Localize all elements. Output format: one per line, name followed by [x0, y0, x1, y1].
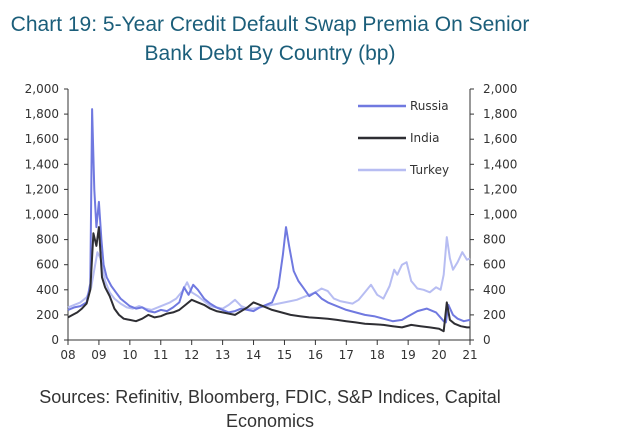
line-chart: 0 0 200 200 400 400 600 600 800 800 1,000 1,000 1,20… — [25, 82, 518, 362]
legend: Russia India Turkey — [358, 99, 449, 177]
chart-title-line1: Chart 19: 5-Year Credit Default Swap Pre… — [10, 13, 530, 36]
y-tick-label-left: 2,000 — [25, 82, 59, 96]
series-line-india — [67, 226, 470, 333]
y-tick-label-right: 2,000 — [483, 82, 517, 96]
y-tick-label-right: 1,000 — [483, 208, 517, 222]
y-tick-label-left: 1,000 — [25, 208, 59, 222]
legend-label-turkey: Turkey — [409, 163, 449, 177]
y-tick-label-left: 1,800 — [25, 107, 59, 121]
x-tick-label: 11 — [153, 348, 168, 362]
y-tick-label-left: 800 — [36, 233, 59, 247]
x-tick-label: 18 — [370, 348, 385, 362]
y-tick-label-left: 1,400 — [25, 157, 59, 171]
source-line1: Sources: Refinitiv, Bloomberg, FDIC, S&P… — [39, 387, 501, 407]
y-tick-label-right: 1,200 — [483, 182, 517, 196]
x-tick-label: 17 — [339, 348, 354, 362]
x-tick-label: 14 — [246, 348, 261, 362]
chart-title-line2: Bank Debt By Country (bp) — [144, 42, 396, 65]
x-tick-label: 12 — [184, 348, 199, 362]
series-line-turkey — [67, 236, 471, 311]
x-tick-label: 08 — [60, 348, 75, 362]
y-tick-label-right: 0 — [483, 333, 491, 347]
series-lines — [67, 108, 471, 333]
y-tick-label-right: 400 — [483, 283, 506, 297]
y-tick-label-left: 1,200 — [25, 182, 59, 196]
source-note: Sources: Refinitiv, Bloomberg, FDIC, S&P… — [0, 385, 540, 433]
y-tick-label-left: 600 — [36, 258, 59, 272]
x-tick-label: 20 — [431, 348, 446, 362]
y-tick-label-right: 200 — [483, 308, 506, 322]
legend-label-russia: Russia — [410, 99, 449, 113]
x-tick-label: 10 — [122, 348, 137, 362]
x-tick-label: 19 — [401, 348, 416, 362]
y-tick-label-left: 400 — [36, 283, 59, 297]
x-tick-label: 21 — [462, 348, 477, 362]
y-tick-label-left: 200 — [36, 308, 59, 322]
chart-title: Chart 19: 5-Year Credit Default Swap Pre… — [0, 10, 540, 68]
y-tick-label-right: 600 — [483, 258, 506, 272]
y-tick-label-right: 1,800 — [483, 107, 517, 121]
x-tick-label: 13 — [215, 348, 230, 362]
x-tick-label: 16 — [308, 348, 323, 362]
x-tick-label: 09 — [91, 348, 106, 362]
x-tick-label: 15 — [277, 348, 292, 362]
axes: 0 0 200 200 400 400 600 600 800 800 1,000 1,000 1,20… — [25, 82, 518, 362]
y-tick-label-right: 1,400 — [483, 157, 517, 171]
source-line2: Economics — [225, 411, 315, 431]
legend-label-india: India — [410, 131, 439, 145]
y-tick-label-left: 1,600 — [25, 132, 59, 146]
y-tick-label-right: 1,600 — [483, 132, 517, 146]
y-tick-label-right: 800 — [483, 233, 506, 247]
y-tick-label-left: 0 — [51, 333, 59, 347]
